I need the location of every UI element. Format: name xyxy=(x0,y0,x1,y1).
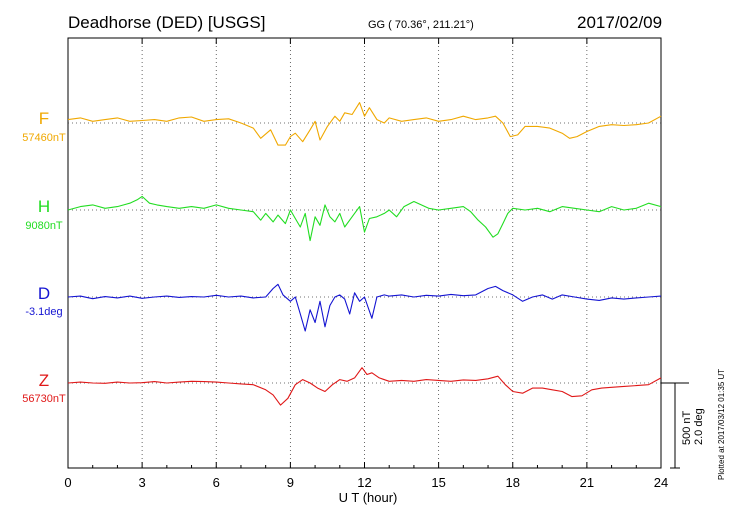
x-tick-label-3: 3 xyxy=(139,475,146,490)
plotted-note: Plotted at 2017/03/12 01:35 UT xyxy=(717,369,726,480)
series-baseline-h: 9080nT xyxy=(25,220,63,232)
scale-bar-deg: 2.0 deg xyxy=(693,408,705,445)
x-tick-label-18: 18 xyxy=(506,475,520,490)
x-tick-label-0: 0 xyxy=(64,475,71,490)
series-name-d: D xyxy=(38,284,50,303)
x-tick-label-12: 12 xyxy=(357,475,371,490)
series-line-h xyxy=(67,195,662,242)
scale-bar: 500 nT 2.0 deg xyxy=(661,382,705,469)
series-name-f: F xyxy=(39,109,49,128)
station-title: Deadhorse (DED) [USGS] xyxy=(68,13,265,32)
x-tick-label-6: 6 xyxy=(213,475,220,490)
x-tick-label-21: 21 xyxy=(580,475,594,490)
series-baseline-z: 56730nT xyxy=(22,393,66,405)
series-labels: F 57460nT H 9080nT D -3.1deg Z 56730nT xyxy=(22,109,66,405)
x-tick-label-15: 15 xyxy=(431,475,445,490)
series-line-d xyxy=(67,283,662,332)
x-tick-label-9: 9 xyxy=(287,475,294,490)
scale-bar-nt: 500 nT xyxy=(681,410,693,445)
series-baseline-f: 57460nT xyxy=(22,132,66,144)
date-label: 2017/02/09 xyxy=(577,13,662,32)
series-lines xyxy=(67,102,662,406)
x-axis-ticks: 0 3 6 9 12 15 18 21 24 xyxy=(64,38,668,490)
grid xyxy=(141,38,588,468)
series-line-f xyxy=(67,102,662,146)
series-baseline-d: -3.1deg xyxy=(25,306,62,318)
coords-label: GG ( 70.36°, 211.21°) xyxy=(368,19,474,31)
x-axis-label: U T (hour) xyxy=(339,490,398,505)
x-tick-label-24: 24 xyxy=(654,475,668,490)
series-line-z xyxy=(67,367,662,406)
series-name-z: Z xyxy=(39,371,49,390)
series-name-h: H xyxy=(38,197,50,216)
